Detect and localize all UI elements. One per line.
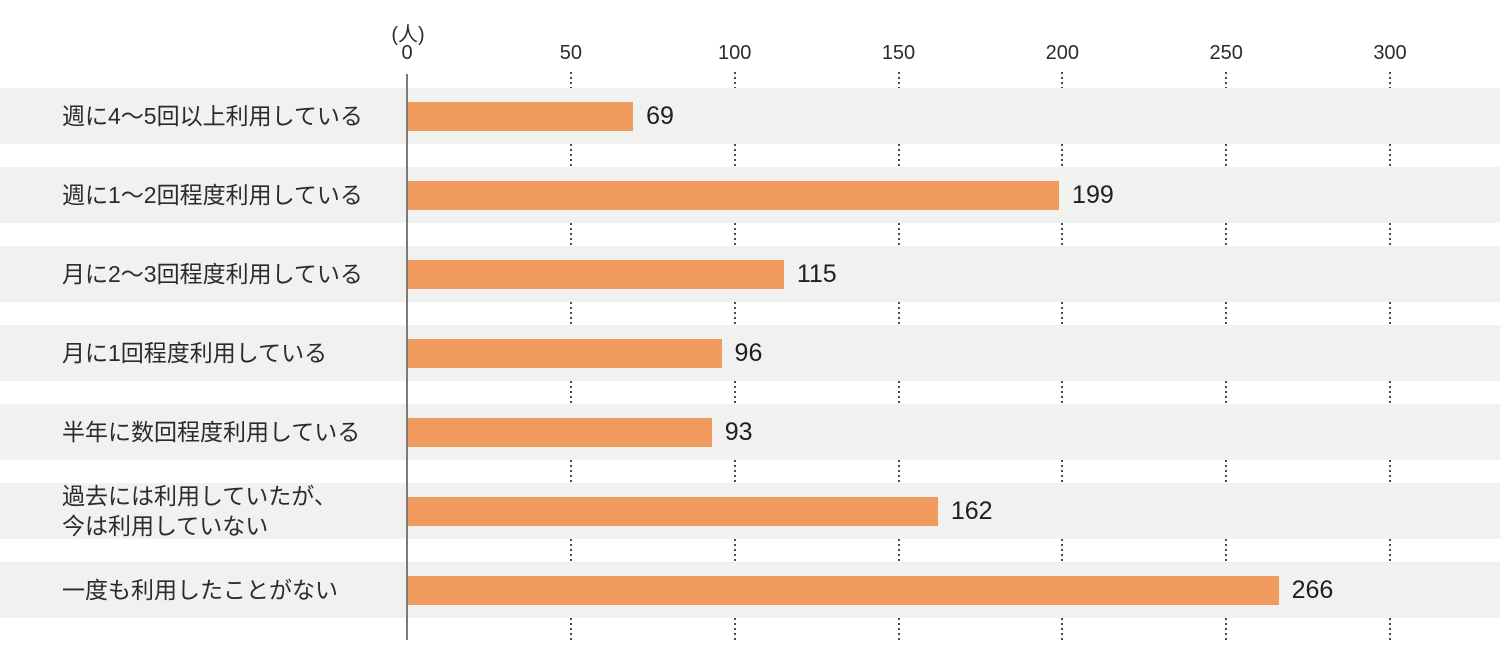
axis-unit-label: (人) bbox=[391, 24, 425, 46]
gridline-segment bbox=[1225, 144, 1228, 167]
category-label: 一度も利用したことがない bbox=[62, 577, 338, 603]
gridline-segment bbox=[1061, 618, 1064, 640]
gridline-segment bbox=[897, 539, 900, 562]
category-label: 過去には利用していたが、 今は利用していない bbox=[62, 483, 337, 539]
gridline-segment bbox=[897, 381, 900, 404]
gridline-segment bbox=[569, 72, 572, 88]
gridline-segment bbox=[1389, 460, 1391, 483]
value-label: 199 bbox=[1072, 180, 1114, 209]
gridline-segment bbox=[1225, 539, 1228, 562]
axis-tick-label: 200 bbox=[1045, 42, 1080, 64]
gridline-segment bbox=[1389, 618, 1391, 640]
gridline-segment bbox=[569, 223, 572, 246]
gridline-segment bbox=[733, 302, 736, 325]
gridline-segment bbox=[1225, 460, 1228, 483]
gridline-segment bbox=[1389, 144, 1391, 167]
axis-tick-label: 50 bbox=[559, 42, 582, 64]
gridline-segment bbox=[1225, 381, 1228, 404]
gridline-segment bbox=[569, 460, 572, 483]
value-label: 115 bbox=[796, 259, 837, 288]
value-label: 69 bbox=[646, 101, 674, 130]
gridline-segment bbox=[1389, 72, 1391, 88]
gridline-segment bbox=[733, 539, 736, 562]
bar bbox=[407, 417, 712, 447]
category-label: 週に4〜5回以上利用している bbox=[62, 103, 363, 129]
gridline-segment bbox=[1061, 381, 1064, 404]
bar bbox=[407, 496, 938, 526]
bar bbox=[407, 338, 722, 368]
gridline-segment bbox=[897, 460, 900, 483]
bar bbox=[407, 259, 784, 289]
bar bbox=[407, 101, 634, 131]
gridline-segment bbox=[1061, 302, 1064, 325]
gridline-segment bbox=[1225, 72, 1228, 88]
gridline-segment bbox=[1389, 539, 1391, 562]
gridline-segment bbox=[1225, 618, 1228, 640]
gridline-segment bbox=[1225, 223, 1228, 246]
bar bbox=[407, 575, 1279, 605]
gridline-segment bbox=[897, 72, 900, 88]
category-label: 週に1〜2回程度利用している bbox=[62, 182, 363, 208]
axis-tick-label: 300 bbox=[1373, 42, 1407, 64]
gridline-segment bbox=[1061, 460, 1064, 483]
axis-tick-label: 150 bbox=[881, 42, 916, 64]
category-label: 月に2〜3回程度利用している bbox=[62, 261, 363, 287]
bar bbox=[407, 180, 1060, 210]
gridline-segment bbox=[1061, 72, 1064, 88]
gridline-segment bbox=[569, 618, 572, 640]
row-band bbox=[0, 88, 1500, 144]
gridline-segment bbox=[1061, 223, 1064, 246]
value-label: 93 bbox=[724, 417, 753, 446]
gridline-segment bbox=[1389, 302, 1391, 325]
y-axis-line bbox=[406, 74, 408, 640]
value-label: 96 bbox=[734, 338, 763, 367]
axis-tick-label: 0 bbox=[401, 42, 413, 64]
gridline-segment bbox=[569, 302, 572, 325]
gridline-segment bbox=[1389, 223, 1391, 246]
gridline-segment bbox=[733, 460, 736, 483]
category-label: 半年に数回程度利用している bbox=[62, 419, 361, 445]
gridline-segment bbox=[1061, 144, 1064, 167]
gridline-segment bbox=[733, 144, 736, 167]
gridline-segment bbox=[1389, 381, 1391, 404]
gridline-segment bbox=[1225, 302, 1228, 325]
gridline-segment bbox=[897, 618, 900, 640]
axis-tick-label: 100 bbox=[717, 42, 752, 64]
gridline-segment bbox=[733, 381, 736, 404]
value-label: 162 bbox=[950, 496, 993, 525]
row-band bbox=[0, 404, 1500, 460]
gridline-segment bbox=[733, 223, 736, 246]
gridline-segment bbox=[733, 618, 736, 640]
row-band bbox=[0, 325, 1500, 381]
gridline-segment bbox=[897, 144, 900, 167]
gridline-segment bbox=[897, 302, 900, 325]
category-label: 月に1回程度利用している bbox=[62, 340, 328, 366]
gridline-segment bbox=[1061, 539, 1064, 562]
gridline-segment bbox=[569, 539, 572, 562]
gridline-segment bbox=[897, 223, 900, 246]
gridline-segment bbox=[733, 72, 736, 88]
gridline-segment bbox=[569, 144, 572, 167]
gridline-segment bbox=[569, 381, 572, 404]
axis-tick-label: 250 bbox=[1209, 42, 1243, 64]
value-label: 266 bbox=[1291, 575, 1334, 604]
